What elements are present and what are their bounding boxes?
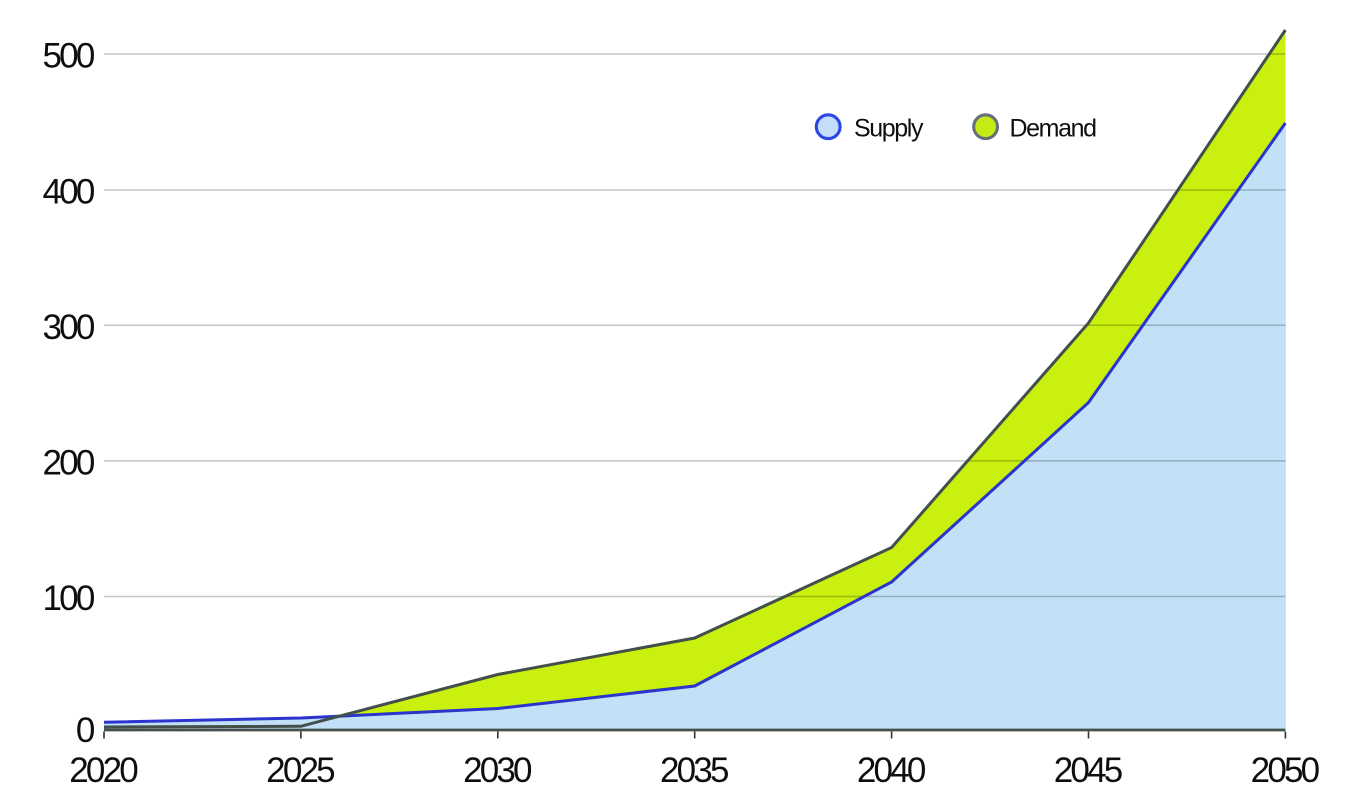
svg-text:2025: 2025 bbox=[266, 751, 334, 790]
svg-text:2020: 2020 bbox=[69, 751, 138, 790]
svg-text:300: 300 bbox=[43, 308, 95, 347]
svg-text:2030: 2030 bbox=[463, 751, 532, 790]
svg-text:2035: 2035 bbox=[660, 751, 728, 790]
svg-text:2040: 2040 bbox=[857, 751, 926, 790]
svg-text:100: 100 bbox=[43, 579, 95, 618]
svg-text:500: 500 bbox=[43, 37, 95, 76]
svg-text:400: 400 bbox=[43, 173, 95, 212]
svg-text:Demand: Demand bbox=[1010, 115, 1097, 143]
svg-text:2045: 2045 bbox=[1054, 751, 1122, 790]
svg-text:0: 0 bbox=[76, 711, 95, 750]
svg-text:Supply: Supply bbox=[854, 115, 924, 143]
svg-text:2050: 2050 bbox=[1251, 751, 1320, 790]
svg-text:200: 200 bbox=[43, 444, 95, 483]
